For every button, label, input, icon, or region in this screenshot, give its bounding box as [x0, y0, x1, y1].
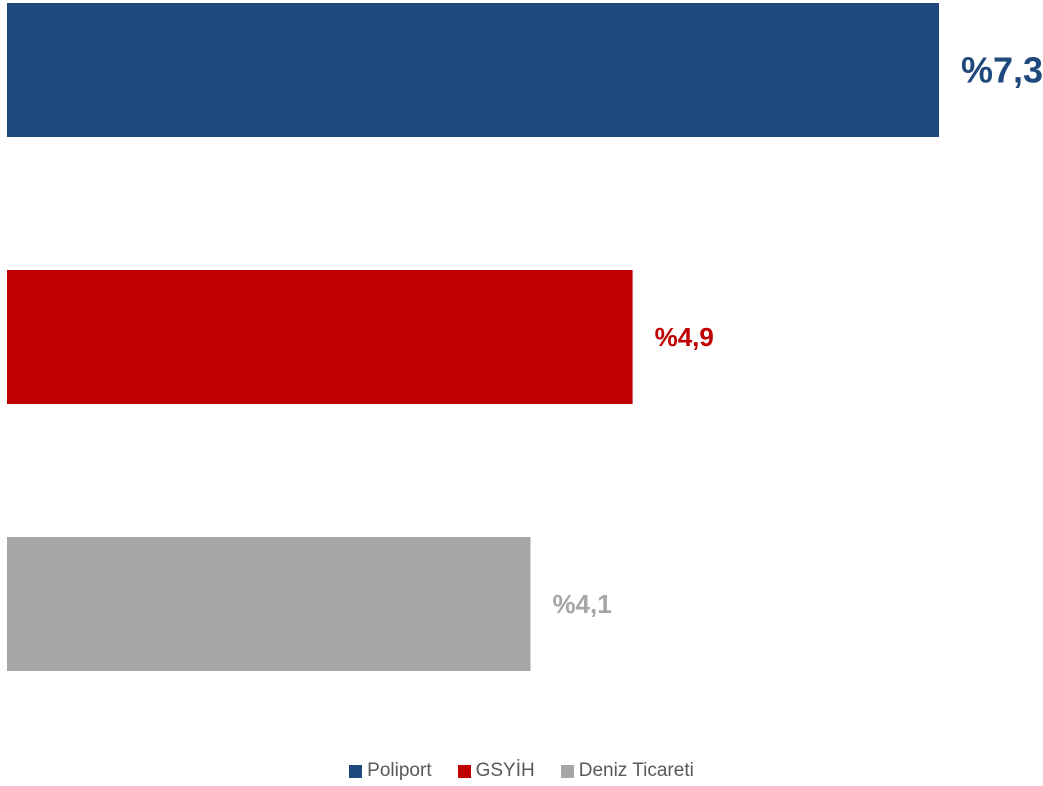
legend-label-deniz-ticareti: Deniz Ticareti: [578, 760, 694, 781]
legend-label-gsyih: GSYİH: [475, 760, 535, 781]
chart-legend: Poliport GSYİH Deniz Ticareti: [0, 760, 1043, 782]
legend-swatch-poliport: [349, 764, 363, 778]
data-label-deniz-ticareti: %4,1: [552, 589, 611, 619]
legend-item-poliport: Poliport: [349, 760, 432, 782]
bar-poliport: [7, 3, 939, 137]
data-label-poliport: %7,3: [961, 50, 1043, 91]
legend-swatch-deniz-ticareti: [560, 764, 574, 778]
legend-label-poliport: Poliport: [367, 760, 432, 781]
legend-swatch-gsyih: [457, 764, 471, 778]
bar-gsyih: [7, 270, 633, 404]
legend-item-gsyih: GSYİH: [457, 760, 535, 782]
data-label-gsyih: %4,9: [655, 322, 714, 352]
legend-item-deniz-ticareti: Deniz Ticareti: [560, 760, 694, 782]
bar-deniz-ticareti: [7, 537, 531, 671]
